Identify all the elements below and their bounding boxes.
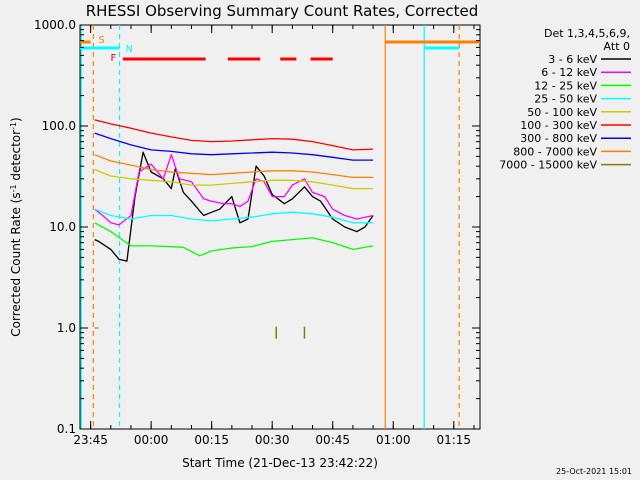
y-tick-label: 10.0: [49, 220, 76, 234]
legend-entry-label: 50 - 100 keV: [527, 106, 597, 119]
plot-area: S NF: [79, 24, 481, 430]
legend-entry-label: 25 - 50 keV: [534, 93, 597, 106]
legend-header-attenuator: Att 0: [604, 40, 630, 53]
series-6-12kev-line: [94, 154, 374, 226]
x-axis-label: Start Time (21-Dec-13 23:42:22): [182, 456, 378, 470]
observing-markers: S NF: [80, 25, 480, 429]
x-tick-label: 00:15: [194, 433, 229, 447]
legend-entry-label: 3 - 6 keV: [548, 53, 597, 66]
attenuator-marker-label: F: [111, 53, 117, 64]
y-tick-label: 0.1: [57, 422, 76, 436]
attenuator-marker-label: S: [98, 35, 104, 46]
series-50-100kev-line: [94, 168, 374, 190]
x-tick-label: 01:00: [376, 433, 411, 447]
x-axis: 23:45 00:00 00:15 00:30 00:45 01:00 01:15: [73, 25, 475, 447]
chart-title: RHESSI Observing Summary Count Rates, Co…: [86, 2, 479, 20]
x-tick-label: 23:45: [73, 433, 108, 447]
footer-timestamp: 25-Oct-2021 15:01: [556, 467, 632, 476]
y-tick-label: 100.0: [42, 119, 76, 133]
legend-entry-label: 300 - 800 keV: [520, 132, 597, 145]
series-25-50kev-line: [94, 208, 374, 224]
plot-frame: [79, 24, 481, 430]
attenuator-marker-label: N: [126, 44, 133, 55]
y-tick-label: 1000.0: [34, 18, 76, 32]
series-800-7000kev-line: [94, 154, 374, 179]
y-axis: 0.1 1.0 10.0 100.0 1000.0: [34, 18, 480, 436]
legend-entry-label: 6 - 12 keV: [541, 66, 597, 79]
x-tick-label: 00:45: [315, 433, 350, 447]
y-tick-label: 1.0: [57, 321, 76, 335]
series-300-800kev-line: [94, 132, 374, 161]
legend-entry-label: 100 - 300 keV: [520, 119, 597, 132]
series-12-25kev-line: [94, 222, 374, 257]
x-tick-label: 00:30: [255, 433, 290, 447]
legend-entry-label: 12 - 25 keV: [534, 79, 597, 92]
legend-header-detectors: Det 1,3,4,5,6,9,: [544, 27, 630, 40]
y-axis-label: Corrected Count Rate (s-1 detector-1): [9, 117, 23, 336]
x-tick-label: 01:15: [436, 433, 471, 447]
series-100-300kev-line: [94, 119, 374, 151]
x-tick-label: 00:00: [134, 433, 169, 447]
legend-entry-label: 7000 - 15000 keV: [499, 159, 597, 172]
legend-entry-label: 800 - 7000 keV: [513, 145, 597, 158]
series-layer: [94, 119, 374, 339]
